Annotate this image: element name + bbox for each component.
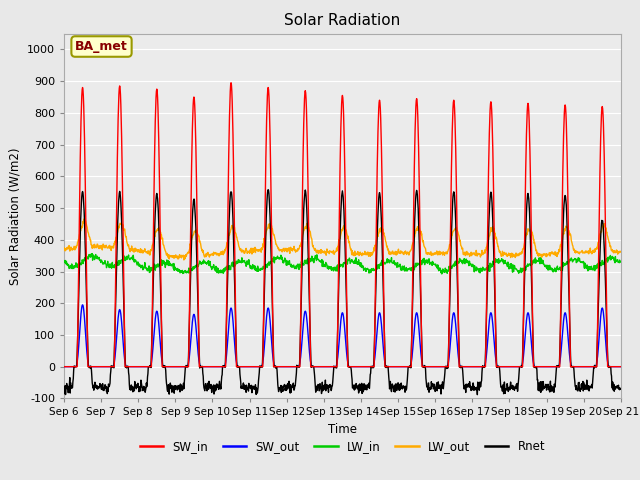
SW_in bbox=[227, 80, 235, 85]
Line: LW_out: LW_out bbox=[64, 219, 620, 260]
X-axis label: Time: Time bbox=[328, 423, 357, 436]
LW_in bbox=[88, 251, 96, 256]
LW_out bbox=[180, 257, 188, 263]
LW_in bbox=[184, 268, 192, 274]
LW_out bbox=[80, 216, 88, 222]
Rnet bbox=[429, 381, 436, 386]
Text: BA_met: BA_met bbox=[75, 40, 128, 53]
LW_in bbox=[60, 258, 68, 264]
SW_out bbox=[60, 364, 68, 370]
LW_in bbox=[171, 265, 179, 271]
LW_out bbox=[616, 249, 624, 255]
Legend: SW_in, SW_out, LW_in, LW_out, Rnet: SW_in, SW_out, LW_in, LW_out, Rnet bbox=[135, 436, 550, 458]
LW_in bbox=[429, 261, 436, 267]
Title: Solar Radiation: Solar Radiation bbox=[284, 13, 401, 28]
LW_out bbox=[185, 250, 193, 255]
LW_in bbox=[616, 259, 624, 265]
SW_in bbox=[60, 364, 68, 370]
Rnet bbox=[264, 187, 272, 192]
LW_out bbox=[429, 252, 437, 258]
Y-axis label: Solar Radiation (W/m2): Solar Radiation (W/m2) bbox=[8, 147, 21, 285]
Line: LW_in: LW_in bbox=[64, 253, 620, 274]
Rnet bbox=[184, 363, 191, 369]
Rnet bbox=[474, 392, 481, 397]
Rnet bbox=[502, 386, 510, 392]
SW_in bbox=[246, 364, 254, 370]
LW_in bbox=[438, 271, 445, 277]
Line: SW_out: SW_out bbox=[64, 305, 620, 367]
SW_in bbox=[170, 364, 178, 370]
Rnet bbox=[551, 384, 559, 390]
SW_out bbox=[184, 362, 192, 368]
SW_out bbox=[171, 364, 179, 370]
LW_in bbox=[246, 265, 254, 271]
Rnet bbox=[170, 390, 178, 396]
LW_out bbox=[60, 246, 68, 252]
SW_in bbox=[184, 364, 191, 370]
Rnet bbox=[246, 383, 254, 388]
SW_in bbox=[502, 364, 509, 370]
Rnet bbox=[616, 386, 624, 392]
LW_out bbox=[551, 252, 559, 258]
SW_out bbox=[79, 302, 86, 308]
Line: Rnet: Rnet bbox=[64, 190, 620, 395]
SW_out bbox=[616, 364, 624, 370]
Line: SW_in: SW_in bbox=[64, 83, 620, 367]
SW_out bbox=[502, 364, 509, 370]
LW_in bbox=[502, 260, 510, 266]
SW_in bbox=[429, 364, 436, 370]
LW_out bbox=[247, 248, 255, 253]
SW_in bbox=[616, 364, 624, 370]
SW_out bbox=[246, 364, 254, 370]
SW_out bbox=[551, 364, 559, 370]
LW_out bbox=[502, 250, 510, 256]
Rnet bbox=[60, 391, 68, 396]
LW_out bbox=[171, 255, 179, 261]
LW_in bbox=[551, 265, 559, 271]
SW_in bbox=[551, 364, 559, 370]
SW_out bbox=[429, 364, 436, 370]
